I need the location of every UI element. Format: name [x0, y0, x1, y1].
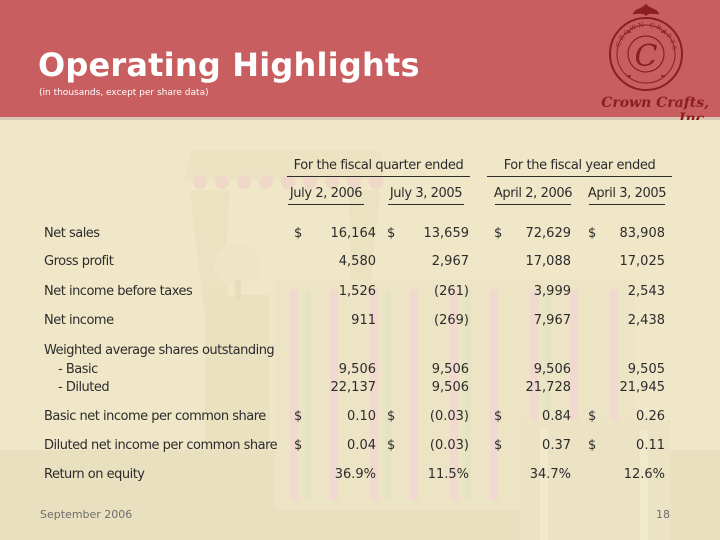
- table-cell: 72,629: [525, 226, 572, 241]
- group-header-underline: [287, 176, 470, 177]
- column-header-underline: [388, 204, 464, 205]
- dollar-sign: $: [387, 409, 396, 424]
- table-cell: 0.10: [347, 409, 376, 424]
- table-cell: 911: [351, 313, 376, 328]
- row-label: Net income: [44, 313, 114, 328]
- slide-title: Operating Highlights: [38, 46, 420, 84]
- table-cell: 7,967: [533, 313, 571, 328]
- table-cell: 9,506: [338, 362, 376, 377]
- row-label: Gross profit: [44, 254, 114, 269]
- table-cell: 9,506: [431, 362, 469, 377]
- table-cell: 12.6%: [623, 467, 665, 482]
- table-cell: 3,999: [533, 284, 571, 299]
- dollar-sign: $: [494, 409, 503, 424]
- header-divider: [0, 117, 720, 120]
- nursery-photo: [0, 120, 720, 540]
- table-cell: 9,506: [533, 362, 571, 377]
- row-label: Net sales: [44, 226, 100, 241]
- svg-text:C: C: [635, 39, 658, 74]
- table-cell: 17,088: [525, 254, 572, 269]
- table-cell: 2,967: [431, 254, 469, 269]
- table-cell: 0.84: [542, 409, 571, 424]
- group-header-underline: [487, 176, 672, 177]
- table-cell: 16,164: [330, 226, 377, 241]
- column-header: July 3, 2005: [389, 186, 463, 201]
- table-cell: (261): [434, 284, 469, 299]
- page-number: 18: [656, 508, 670, 521]
- header-band: [0, 0, 720, 117]
- dollar-sign: $: [294, 226, 303, 241]
- column-header-underline: [589, 204, 665, 205]
- table-cell: (0.03): [429, 409, 469, 424]
- table-cell: 0.11: [636, 438, 665, 453]
- dollar-sign: $: [588, 409, 597, 424]
- row-label: Weighted average shares outstanding: [44, 343, 275, 358]
- table-cell: 9,506: [431, 380, 469, 395]
- table-cell: 9,505: [627, 362, 665, 377]
- dollar-sign: $: [588, 438, 597, 453]
- table-cell: 36.9%: [334, 467, 376, 482]
- dollar-sign: $: [294, 438, 303, 453]
- table-cell: 17,025: [619, 254, 666, 269]
- group-header: For the fiscal year ended: [503, 158, 656, 173]
- table-cell: 83,908: [619, 226, 666, 241]
- row-label: - Diluted: [58, 380, 110, 395]
- table-cell: 13,659: [423, 226, 470, 241]
- table-cell: 0.37: [542, 438, 571, 453]
- table-cell: 4,580: [338, 254, 376, 269]
- table-cell: 21,945: [619, 380, 666, 395]
- table-cell: 0.26: [636, 409, 665, 424]
- column-header-underline: [495, 204, 571, 205]
- dollar-sign: $: [588, 226, 597, 241]
- table-cell: 22,137: [330, 380, 377, 395]
- table-cell: 0.04: [347, 438, 376, 453]
- dollar-sign: $: [387, 226, 396, 241]
- table-cell: 1,526: [338, 284, 376, 299]
- column-header: April 3, 2005: [587, 186, 667, 201]
- row-label: Return on equity: [44, 467, 145, 482]
- column-header-underline: [288, 204, 364, 205]
- row-label: Basic net income per common share: [44, 409, 266, 424]
- column-header: April 2, 2006: [493, 186, 573, 201]
- row-label: Diluted net income per common share: [44, 438, 278, 453]
- table-cell: 34.7%: [529, 467, 571, 482]
- dollar-sign: $: [494, 438, 503, 453]
- dollar-sign: $: [494, 226, 503, 241]
- table-cell: (0.03): [429, 438, 469, 453]
- table-cell: 2,543: [627, 284, 665, 299]
- slide-subtitle: (in thousands, except per share data): [39, 88, 209, 98]
- table-cell: 2,438: [627, 313, 665, 328]
- table-cell: 21,728: [525, 380, 572, 395]
- table-cell: 11.5%: [427, 467, 469, 482]
- crown-crafts-logo-icon: C CROWN CRAFTS: [609, 3, 683, 91]
- dollar-sign: $: [387, 438, 396, 453]
- dollar-sign: $: [294, 409, 303, 424]
- row-label: - Basic: [58, 362, 98, 377]
- group-header: For the fiscal quarter ended: [293, 158, 464, 173]
- row-label: Net income before taxes: [44, 284, 193, 299]
- footer-date: September 2006: [40, 508, 133, 521]
- table-cell: (269): [434, 313, 469, 328]
- column-header: July 2, 2006: [289, 186, 363, 201]
